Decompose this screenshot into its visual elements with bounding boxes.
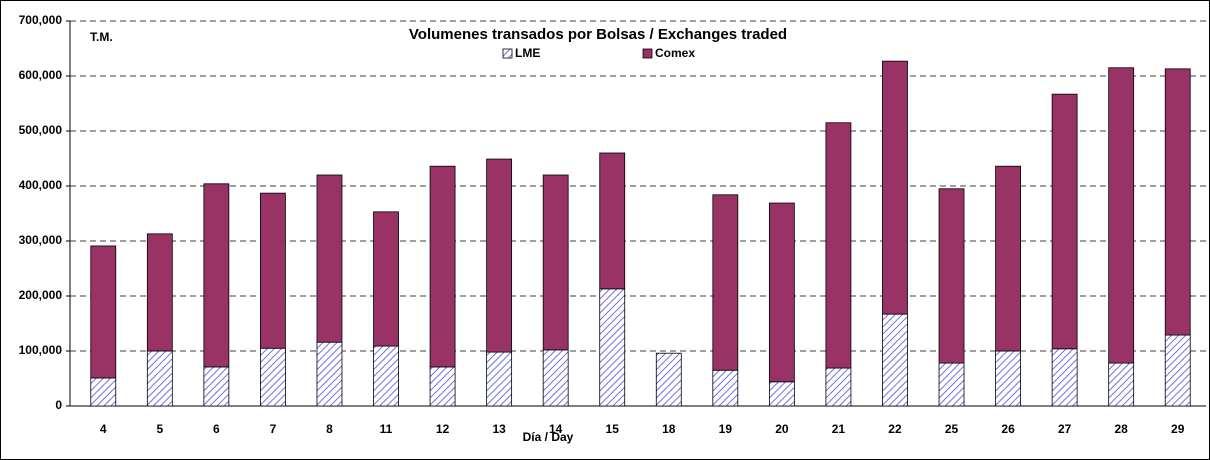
bar-segment [825,122,852,369]
x-tick-label: 12 [436,422,450,436]
x-tick-label: 21 [832,422,846,436]
x-tick-label: 4 [100,422,107,436]
bar-segment [260,347,286,407]
bar-segment [882,60,908,315]
chart-title: Volumenes transados por Bolsas / Exchang… [409,26,787,43]
legend-swatch [642,48,653,59]
bar-segment [542,174,569,351]
bar-segment [712,369,739,407]
bar-segment [146,350,173,407]
bar-segment [938,188,965,364]
x-tick-label: 26 [1001,422,1015,436]
x-tick-label: 14 [549,422,563,436]
x-tick-label: 22 [888,422,902,436]
legend-label: Comex [655,46,695,60]
x-tick-label: 5 [156,422,163,436]
y-tick-label: 0 [55,398,62,412]
bar-segment [1108,67,1135,364]
legend-swatch [502,48,513,59]
bar-segment [712,194,739,371]
bar-segment [486,158,513,353]
bar-segment [882,313,908,407]
y-tick-label: 500,000 [19,123,63,137]
bar-segment [1051,348,1078,407]
x-tick-label: 18 [662,422,676,436]
bar-segment [768,381,795,407]
bar-segment [938,362,965,407]
x-axis-label: Día / Day [523,430,574,444]
bar-segment [599,152,626,290]
bar-segment [316,174,343,343]
bar-segment [1164,334,1191,407]
x-tick-label: 6 [213,422,220,436]
y-tick-label: 100,000 [19,343,63,357]
bar-segment [1164,68,1191,336]
bar-segment [90,245,117,379]
x-tick-label: 27 [1058,422,1072,436]
bar-segment [316,341,343,407]
bar-segment [373,345,399,407]
bar-segment [995,350,1021,407]
x-tick-label: 11 [380,422,393,436]
x-tick-label: 20 [775,422,789,436]
x-tick-label: 28 [1114,422,1128,436]
y-tick-label: 600,000 [19,68,63,82]
bar-segment [429,366,456,407]
bar-segment [90,377,117,407]
bar-segment [1051,93,1078,350]
bar-segment [655,352,682,407]
bar-segment [203,366,230,407]
bar-segment [768,202,795,383]
bar-segment [542,349,569,407]
bar-segment [486,351,513,407]
x-tick-label: 13 [492,422,506,436]
bar-segment [373,211,399,347]
bar-segment [995,165,1021,352]
x-tick-label: 19 [719,422,733,436]
x-tick-label: 8 [326,422,333,436]
bar-segment [203,183,230,368]
bar-segment [1108,362,1135,407]
bar-segment [146,233,173,352]
legend-label: LME [515,46,540,60]
x-tick-label: 29 [1171,422,1185,436]
bar-segment [260,192,286,349]
y-tick-label: 200,000 [19,288,63,302]
y-tick-label: 400,000 [19,178,63,192]
y-tick-label: 300,000 [19,233,63,247]
bar-segment [599,288,626,407]
x-tick-label: 25 [945,422,959,436]
y-tick-label: 700,000 [19,13,63,27]
x-tick-label: 15 [606,422,620,436]
x-tick-label: 7 [270,422,277,436]
bar-segment [429,165,456,368]
bar-segment [825,367,852,407]
y-axis-label: T.M. [90,30,113,44]
